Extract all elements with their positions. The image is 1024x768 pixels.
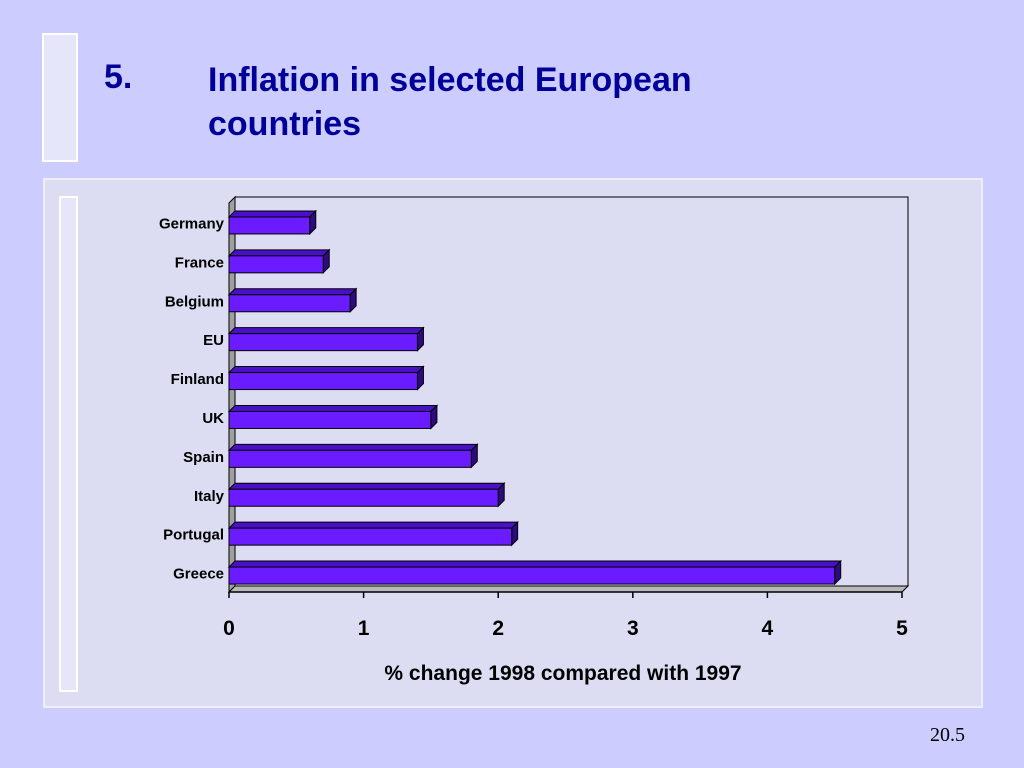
bar bbox=[228, 449, 472, 468]
category-label: Finland bbox=[171, 371, 224, 388]
bar-top bbox=[227, 443, 479, 451]
bar-top bbox=[227, 521, 519, 529]
bar-top bbox=[227, 560, 842, 568]
category-label: Belgium bbox=[165, 293, 224, 310]
bar bbox=[228, 488, 499, 507]
slide-title: Inflation in selected European countries bbox=[208, 61, 692, 143]
bar-top bbox=[227, 210, 317, 218]
floor bbox=[227, 585, 910, 593]
x-tick-label: 5 bbox=[896, 617, 908, 640]
page-number: 20.5 bbox=[930, 724, 965, 746]
plot-area: 0 1 2 3 4 5 Germany France Belgium EU Finland UK Spa… bbox=[159, 195, 910, 640]
category-label: Portugal bbox=[163, 527, 224, 544]
bar-top bbox=[227, 404, 439, 412]
bar bbox=[228, 333, 418, 352]
bar-top bbox=[227, 249, 331, 257]
bar bbox=[228, 410, 432, 429]
bar-top bbox=[227, 482, 506, 490]
bar-top bbox=[227, 288, 358, 296]
x-tick-label: 3 bbox=[627, 617, 639, 640]
bar-top bbox=[227, 366, 425, 374]
x-tick-label: 0 bbox=[223, 617, 235, 640]
plot-frame bbox=[234, 196, 909, 587]
category-label: Spain bbox=[183, 449, 224, 466]
bar bbox=[228, 294, 351, 313]
chart-panel bbox=[43, 178, 983, 708]
category-label: UK bbox=[202, 410, 224, 427]
bar-top bbox=[227, 327, 425, 335]
bar bbox=[228, 216, 311, 235]
bar bbox=[228, 566, 836, 585]
bar bbox=[228, 255, 324, 274]
slide-number: 5. bbox=[104, 58, 133, 96]
category-label: EU bbox=[203, 332, 224, 349]
category-label: Italy bbox=[194, 488, 225, 505]
category-label: Greece bbox=[173, 566, 224, 583]
chart-accent-bar bbox=[59, 196, 78, 692]
x-axis-label: % change 1998 compared with 1997 bbox=[384, 662, 741, 685]
category-label: France bbox=[175, 254, 224, 271]
category-label: Germany bbox=[159, 215, 225, 232]
title-accent-bar bbox=[42, 33, 78, 162]
bar bbox=[228, 372, 418, 391]
x-tick-label: 1 bbox=[358, 617, 370, 640]
x-tick-label: 4 bbox=[762, 617, 774, 640]
bar bbox=[228, 527, 513, 546]
x-tick-label: 2 bbox=[492, 617, 504, 640]
